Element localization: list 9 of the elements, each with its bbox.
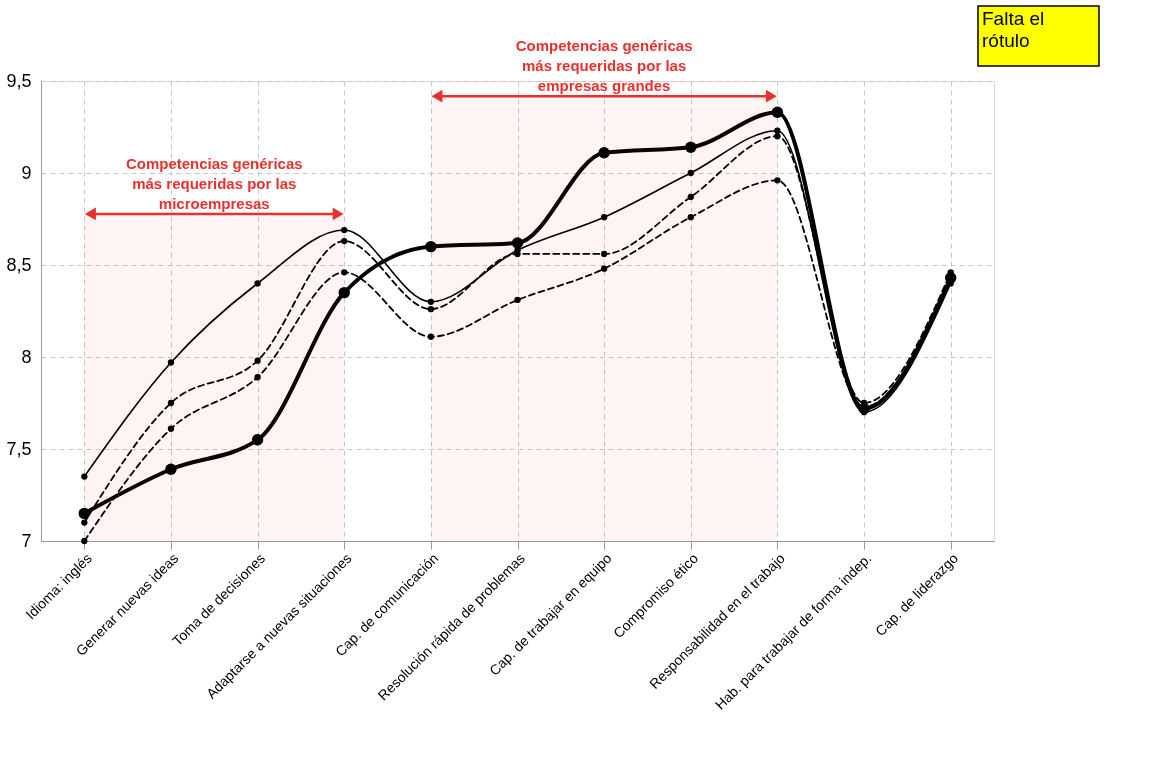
y-tick-label: 9: [21, 162, 32, 183]
band-label: Competencias genéricas más requeridas por las microempresas: [125, 154, 303, 212]
band-label: Competencias genéricas más requeridas por las empresas grandes: [515, 37, 693, 95]
y-tick-label: 8,5: [6, 254, 32, 275]
text: Falta el rótulo: [982, 8, 1045, 51]
y-tick-label: 7: [21, 530, 32, 551]
y-tick-label: 7,5: [6, 438, 32, 459]
y-tick-label: 9,5: [6, 70, 32, 91]
y-tick-label: 8: [21, 346, 32, 367]
